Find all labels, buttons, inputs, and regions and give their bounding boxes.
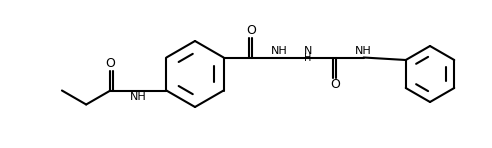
Text: NH: NH	[271, 45, 288, 56]
Text: O: O	[331, 78, 340, 91]
Text: NH: NH	[355, 45, 372, 56]
Text: NH: NH	[130, 92, 147, 103]
Text: N: N	[304, 45, 312, 56]
Text: O: O	[246, 24, 256, 37]
Text: O: O	[105, 57, 115, 70]
Text: H: H	[304, 53, 311, 62]
